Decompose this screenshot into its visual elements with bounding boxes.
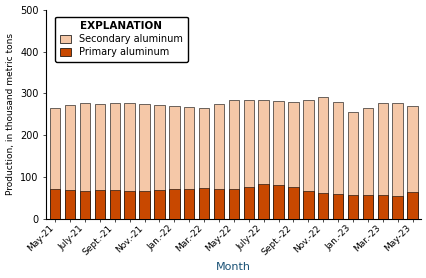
Bar <box>154 105 164 219</box>
Bar <box>302 191 313 219</box>
Bar <box>213 189 224 219</box>
Bar <box>169 106 179 219</box>
Bar <box>169 189 179 219</box>
Bar <box>95 103 105 219</box>
Bar <box>362 195 372 219</box>
Bar <box>109 103 120 219</box>
Bar <box>347 112 357 219</box>
Bar <box>273 185 283 219</box>
Bar <box>377 103 387 219</box>
Bar <box>199 188 209 219</box>
Bar <box>50 108 60 219</box>
Bar <box>228 189 239 219</box>
Bar <box>184 107 194 219</box>
Bar <box>332 102 343 219</box>
Bar <box>228 100 239 219</box>
Bar <box>65 105 75 219</box>
Bar <box>65 190 75 219</box>
Bar <box>288 102 298 219</box>
Bar <box>332 194 343 219</box>
Bar <box>391 103 402 219</box>
Legend: Secondary aluminum, Primary aluminum: Secondary aluminum, Primary aluminum <box>55 16 187 62</box>
Bar <box>154 190 164 219</box>
Bar <box>199 108 209 219</box>
Bar <box>347 195 357 219</box>
Bar <box>139 191 150 219</box>
Y-axis label: Production, in thousand metric tons: Production, in thousand metric tons <box>6 33 14 195</box>
Bar <box>109 190 120 219</box>
Bar <box>258 100 268 219</box>
Bar <box>139 104 150 219</box>
Bar <box>243 100 253 219</box>
Bar <box>406 192 417 219</box>
Bar <box>243 187 253 219</box>
Bar <box>273 101 283 219</box>
Bar <box>377 195 387 219</box>
Bar <box>406 106 417 219</box>
Bar <box>317 193 328 219</box>
Bar <box>362 108 372 219</box>
Bar <box>213 104 224 219</box>
Bar <box>124 191 135 219</box>
Bar <box>80 191 90 219</box>
Bar <box>124 103 135 219</box>
Bar <box>317 97 328 219</box>
Bar <box>391 196 402 219</box>
Bar <box>80 103 90 219</box>
Bar <box>184 189 194 219</box>
X-axis label: Month: Month <box>216 262 251 272</box>
Bar <box>95 190 105 219</box>
Bar <box>50 189 60 219</box>
Bar <box>288 187 298 219</box>
Bar <box>302 100 313 219</box>
Bar <box>258 184 268 219</box>
